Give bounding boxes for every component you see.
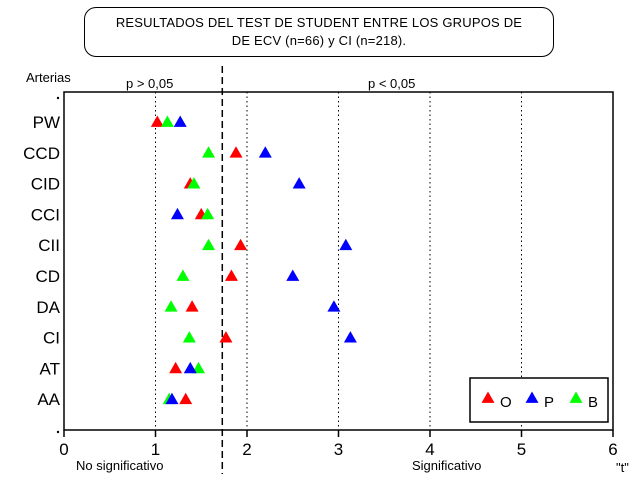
legend-label-p: P xyxy=(544,394,554,411)
marker-b-da xyxy=(164,300,178,312)
marker-b-cii xyxy=(202,238,216,251)
x-tick-label-3: 3 xyxy=(334,440,343,459)
marker-o-da xyxy=(185,300,199,312)
marker-b-cid xyxy=(187,177,201,189)
category-label-pw: PW xyxy=(33,113,60,132)
marker-p-ci xyxy=(343,331,357,343)
x-tick-label-5: 5 xyxy=(517,440,526,459)
y-axis-label: Arterias xyxy=(26,70,71,85)
x-tick-label-4: 4 xyxy=(425,440,434,459)
category-label-cd: CD xyxy=(35,267,60,286)
annotation-significant-p: p < 0,05 xyxy=(368,76,415,91)
marker-o-cd xyxy=(224,269,238,281)
marker-o-ci xyxy=(219,331,233,343)
x-tick-label-6: 6 xyxy=(608,440,617,459)
marker-b-pw xyxy=(160,115,174,127)
legend-label-o: O xyxy=(500,394,512,411)
legend-marker-o xyxy=(481,391,495,403)
category-label-ci: CI xyxy=(43,329,60,348)
y-axis-bottom-dot xyxy=(56,430,60,434)
y-axis-top-dot xyxy=(56,96,60,100)
category-label-cid: CID xyxy=(31,175,60,194)
marker-o-ccd xyxy=(229,146,243,158)
x-tick-label-2: 2 xyxy=(242,440,251,459)
category-label-aa: AA xyxy=(37,390,60,409)
marker-b-cd xyxy=(176,269,190,281)
x-tick-label-1: 1 xyxy=(151,440,160,459)
marker-o-aa xyxy=(179,392,193,405)
marker-p-aa xyxy=(165,392,179,405)
x-axis-label: "t" xyxy=(616,460,629,475)
chart-title-box: RESULTADOS DEL TEST DE STUDENT ENTRE LOS… xyxy=(84,7,554,57)
x-tick-label-0: 0 xyxy=(59,440,68,459)
chart-title: RESULTADOS DEL TEST DE STUDENT ENTRE LOS… xyxy=(115,15,523,48)
marker-p-cd xyxy=(286,269,300,281)
marker-p-cid xyxy=(292,177,306,189)
marker-o-pw xyxy=(150,115,164,127)
legend-box xyxy=(469,377,609,423)
category-label-cii: CII xyxy=(38,236,60,255)
marker-o-at xyxy=(169,361,183,374)
marker-p-cii xyxy=(339,238,353,251)
category-label-da: DA xyxy=(36,298,60,317)
marker-p-at xyxy=(183,361,197,374)
legend-marker-b xyxy=(569,391,583,403)
marker-p-pw xyxy=(173,115,187,127)
marker-b-cci xyxy=(201,207,215,220)
category-label-cci: CCI xyxy=(31,205,60,224)
marker-b-ci xyxy=(182,331,196,343)
marker-b-ccd xyxy=(202,146,216,158)
category-label-at: AT xyxy=(40,359,60,378)
category-label-ccd: CCD xyxy=(23,144,60,163)
marker-p-ccd xyxy=(258,146,272,158)
marker-p-cci xyxy=(170,207,184,220)
annotation-significativo: Significativo xyxy=(412,458,481,473)
marker-o-cii xyxy=(234,238,248,251)
marker-b-at xyxy=(192,361,206,374)
annotation-no-significativo: No significativo xyxy=(76,458,163,473)
marker-p-da xyxy=(327,300,341,312)
legend-label-b: B xyxy=(588,394,598,411)
annotation-not-significant-p: p > 0,05 xyxy=(126,76,173,91)
legend-marker-p xyxy=(525,391,539,403)
